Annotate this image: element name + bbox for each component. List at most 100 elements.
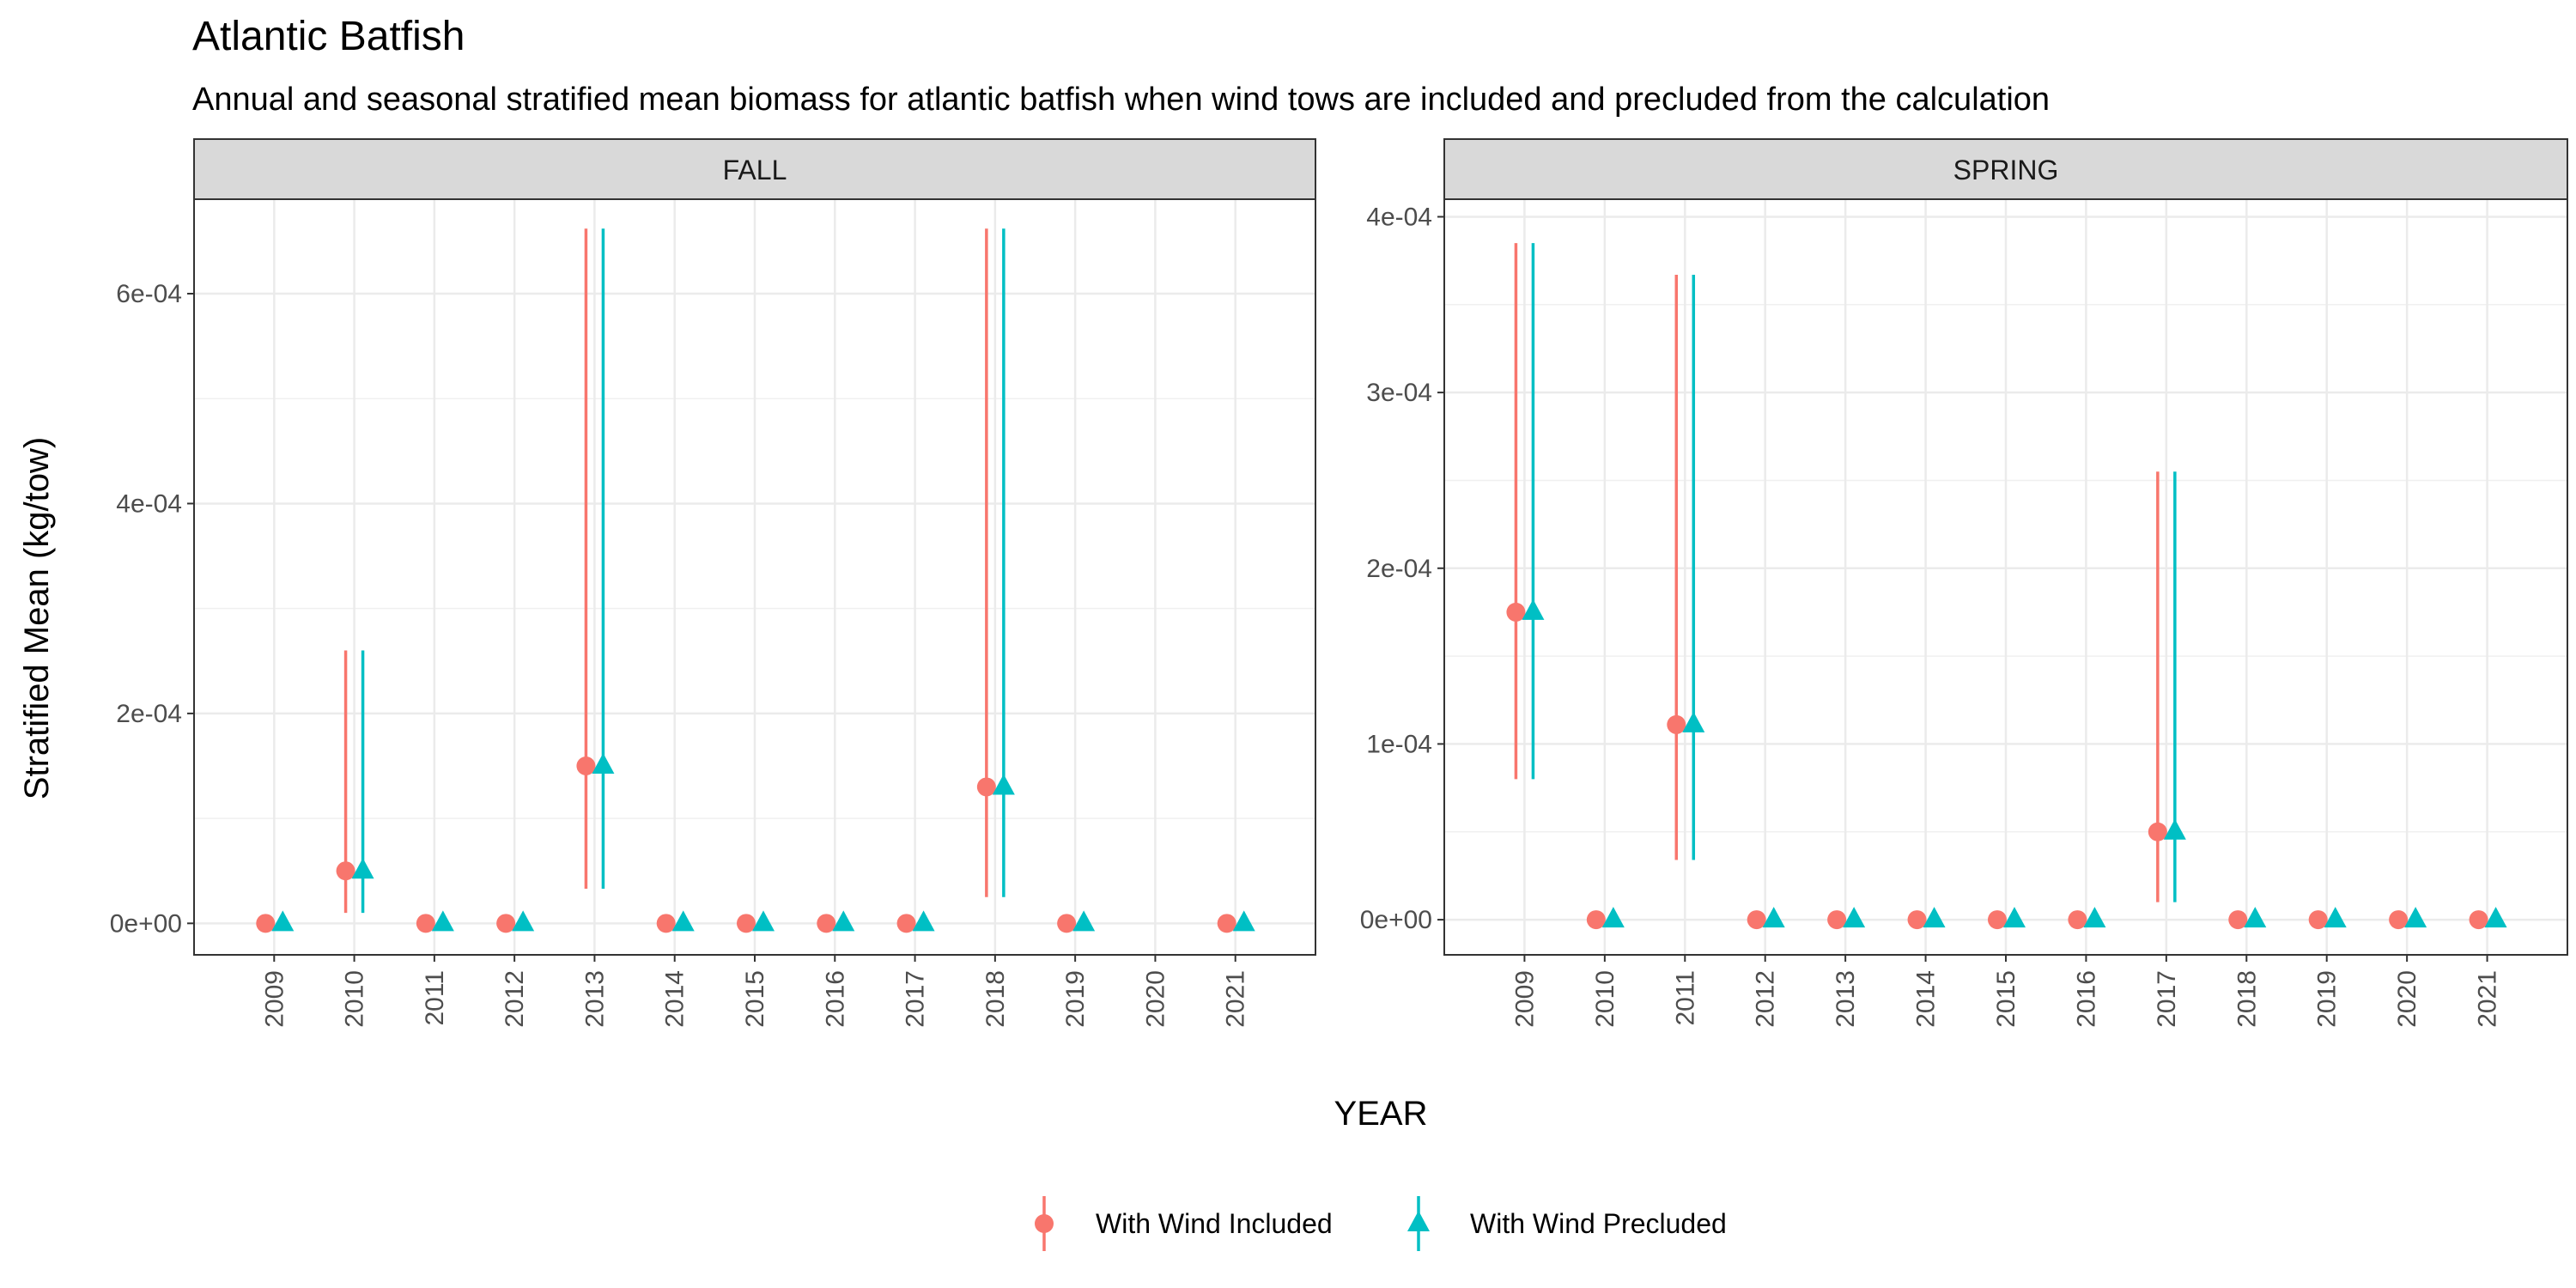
data-point bbox=[992, 774, 1015, 795]
data-point bbox=[1667, 714, 1686, 734]
data-point bbox=[1506, 602, 1526, 622]
data-point bbox=[416, 914, 435, 933]
legend: With Wind Included With Wind Precluded bbox=[1035, 1196, 1727, 1251]
y-tick-label: 3e-04 bbox=[1366, 379, 1432, 407]
x-tick-label: 2016 bbox=[821, 970, 849, 1028]
x-tick-label: 2012 bbox=[1752, 970, 1780, 1028]
x-tick-label: 2020 bbox=[2393, 970, 2421, 1028]
data-point bbox=[832, 910, 855, 932]
data-point bbox=[1601, 907, 1625, 928]
series-with-wind-precluded bbox=[1522, 243, 2507, 928]
data-point bbox=[1217, 914, 1236, 933]
y-tick-label: 4e-04 bbox=[1366, 203, 1432, 231]
data-point bbox=[512, 910, 535, 932]
x-tick-label: 2014 bbox=[661, 970, 690, 1028]
data-point bbox=[1907, 910, 1927, 930]
data-point bbox=[656, 914, 676, 933]
data-point bbox=[351, 858, 374, 879]
y-tick-label: 0e+00 bbox=[110, 909, 182, 938]
y-tick-label: 2e-04 bbox=[1366, 555, 1432, 583]
x-tick-label: 2021 bbox=[2474, 970, 2502, 1028]
data-point bbox=[976, 777, 996, 797]
data-point bbox=[496, 914, 516, 933]
data-point bbox=[1586, 910, 1606, 930]
panel-spring: SPRING 0e+00 1e-04 2e-04 3e-04 4e-04 2009 2010 2… bbox=[1360, 138, 2568, 1028]
x-tick-label: 2014 bbox=[1912, 970, 1941, 1028]
data-point bbox=[671, 910, 695, 932]
data-point bbox=[896, 914, 916, 933]
data-point bbox=[2083, 907, 2106, 928]
data-point bbox=[2003, 907, 2026, 928]
x-tick-label: 2010 bbox=[1591, 970, 1619, 1028]
legend-item-with-wind-precluded: With Wind Precluded bbox=[1407, 1196, 1727, 1251]
data-point bbox=[2228, 910, 2248, 930]
data-point bbox=[2244, 907, 2267, 928]
x-tick-label: 2018 bbox=[981, 970, 1010, 1028]
data-point bbox=[576, 756, 596, 775]
data-point bbox=[1682, 711, 1705, 732]
y-tick-label: 6e-04 bbox=[116, 280, 182, 308]
x-tick-label: 2009 bbox=[260, 970, 289, 1028]
data-point bbox=[1072, 910, 1096, 932]
data-point bbox=[752, 910, 775, 932]
x-tick-label: 2009 bbox=[1510, 970, 1539, 1028]
chart-title: Atlantic Batfish bbox=[192, 14, 465, 59]
x-tick-label: 2013 bbox=[1832, 970, 1860, 1028]
series-with-wind-precluded bbox=[271, 228, 1255, 932]
x-tick-label: 2019 bbox=[1061, 970, 1090, 1028]
data-point bbox=[2484, 907, 2507, 928]
facet-strip bbox=[1443, 138, 2568, 200]
y-tick-label: 1e-04 bbox=[1366, 730, 1432, 758]
facet-strip bbox=[193, 138, 1316, 200]
x-tick-label: 2017 bbox=[902, 970, 930, 1028]
legend-key-marker bbox=[1407, 1211, 1430, 1231]
series-with-wind-included bbox=[256, 228, 1236, 933]
y-tick-label: 4e-04 bbox=[116, 489, 182, 518]
x-tick-label: 2017 bbox=[2153, 970, 2181, 1028]
data-point bbox=[271, 910, 295, 932]
x-tick-label: 2010 bbox=[341, 970, 369, 1028]
data-point bbox=[2068, 910, 2087, 930]
data-point bbox=[1522, 598, 1545, 620]
data-point bbox=[817, 914, 836, 933]
legend-item-with-wind-included: With Wind Included bbox=[1035, 1196, 1333, 1251]
chart-subtitle: Annual and seasonal stratified mean biom… bbox=[192, 82, 2050, 118]
data-point bbox=[912, 910, 935, 932]
panel-border bbox=[193, 198, 1316, 956]
data-point bbox=[1843, 907, 1866, 928]
data-point bbox=[2389, 910, 2409, 930]
x-tick-label: 2018 bbox=[2233, 970, 2261, 1028]
data-point bbox=[1057, 914, 1077, 933]
series-with-wind-included bbox=[1506, 243, 2488, 930]
facet-panels: FALL 0e+00 2e-04 4e-04 6e-04 2009 2010 2011 2012… bbox=[110, 138, 2568, 1028]
x-tick-label: 2021 bbox=[1222, 970, 1250, 1028]
x-tick-label: 2012 bbox=[501, 970, 529, 1028]
data-point bbox=[737, 914, 756, 933]
x-tick-label: 2013 bbox=[580, 970, 609, 1028]
x-tick-label: 2011 bbox=[1671, 970, 1699, 1026]
facet-strip-label: SPRING bbox=[1953, 155, 2059, 185]
panel-border bbox=[1443, 198, 2568, 956]
x-tick-label: 2015 bbox=[1992, 970, 2020, 1028]
legend-label: With Wind Precluded bbox=[1470, 1208, 1727, 1239]
data-point bbox=[1762, 907, 1785, 928]
y-tick-label: 0e+00 bbox=[1360, 906, 1432, 934]
x-tick-label: 2016 bbox=[2072, 970, 2100, 1028]
data-point bbox=[2469, 910, 2488, 930]
data-point bbox=[1747, 910, 1766, 930]
data-point bbox=[431, 910, 454, 932]
data-point bbox=[336, 861, 355, 881]
x-tick-label: 2011 bbox=[421, 970, 449, 1026]
data-point bbox=[256, 914, 276, 933]
x-tick-label: 2019 bbox=[2313, 970, 2342, 1028]
x-tick-label: 2015 bbox=[741, 970, 769, 1028]
x-tick-label: 2020 bbox=[1141, 970, 1170, 1028]
data-point bbox=[1923, 907, 1946, 928]
data-point bbox=[1988, 910, 2007, 930]
data-point bbox=[2404, 907, 2427, 928]
data-point bbox=[2324, 907, 2347, 928]
data-point bbox=[2163, 818, 2186, 840]
y-tick-label: 2e-04 bbox=[116, 700, 182, 728]
panel-fall: FALL 0e+00 2e-04 4e-04 6e-04 2009 2010 2011 2012… bbox=[110, 138, 1316, 1028]
